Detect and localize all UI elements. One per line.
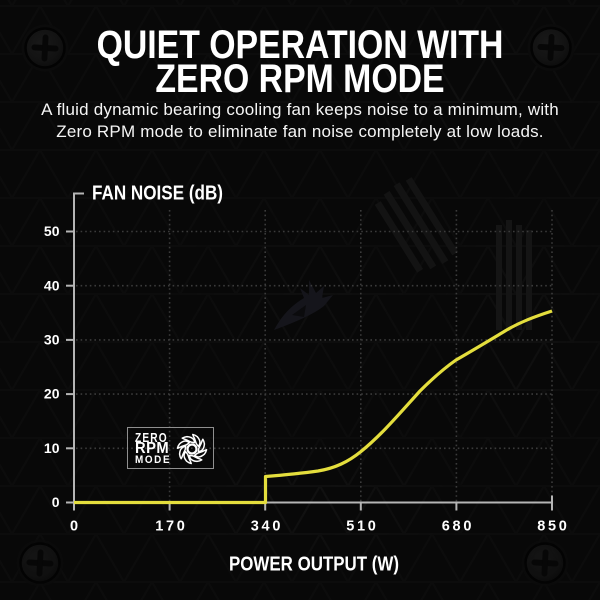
svg-text:680: 680: [442, 519, 472, 535]
svg-text:0: 0: [70, 519, 78, 535]
svg-text:50: 50: [44, 223, 60, 239]
svg-text:340: 340: [251, 519, 281, 535]
svg-text:510: 510: [346, 519, 376, 535]
svg-text:30: 30: [44, 332, 60, 348]
svg-text:FAN NOISE (dB): FAN NOISE (dB): [92, 183, 223, 205]
svg-text:20: 20: [44, 386, 60, 402]
svg-text:850: 850: [537, 519, 567, 535]
svg-text:0: 0: [52, 494, 60, 510]
svg-text:170: 170: [155, 519, 185, 535]
svg-text:40: 40: [44, 277, 60, 293]
svg-text:POWER OUTPUT (W): POWER OUTPUT (W): [229, 554, 399, 576]
svg-text:10: 10: [44, 440, 60, 456]
